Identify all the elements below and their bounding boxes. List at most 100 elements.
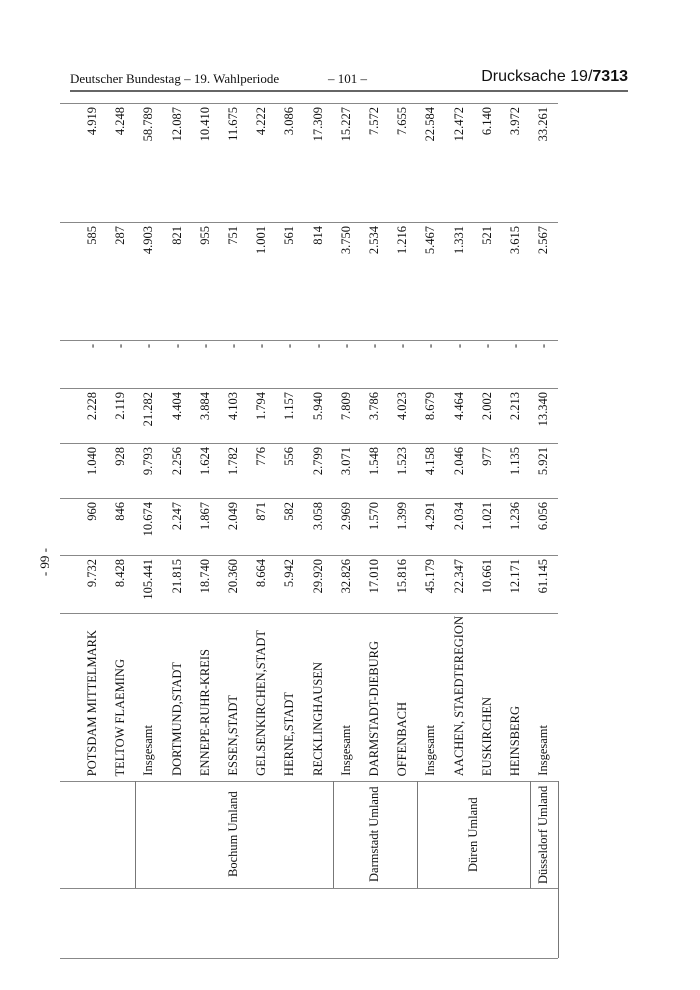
table-cell: 6.140 (479, 107, 494, 136)
table-rule (60, 958, 558, 959)
region-label: Darmstadt Umland (367, 786, 381, 883)
table-cell: 1.523 (395, 447, 410, 476)
table-cell: 1.040 (85, 447, 99, 476)
row-label: AACHEN, STAEDTEREGION (451, 615, 466, 776)
table-rule (60, 443, 558, 444)
table-cell: 2.228 (85, 392, 99, 421)
table-cell: 1.216 (395, 226, 410, 255)
table-cell: 3.058 (310, 502, 325, 531)
table-cell: 29.920 (310, 559, 325, 594)
region-label: Düsseldorf Umland (536, 785, 551, 884)
table-cell: 13.340 (536, 392, 551, 427)
table-cell: 4.103 (226, 392, 240, 421)
row-label: ENNEPE-RUHR-KREIS (197, 648, 212, 776)
drucksache-number: 7313 (592, 68, 628, 85)
table-rule (60, 888, 558, 889)
row-label: HEINSBERG (508, 705, 522, 776)
row-label: EUSKIRCHEN (479, 696, 494, 776)
row-label: OFFENBACH (395, 701, 410, 776)
table-rule (60, 613, 558, 614)
row-label: POTSDAM MITTELMARK (85, 629, 99, 776)
table-cell: 1.782 (226, 447, 240, 476)
table-cell: 1.135 (508, 447, 522, 476)
table-cell: 2.213 (508, 392, 522, 421)
table-cell: 4.404 (169, 392, 184, 421)
table-cell: 8.679 (423, 392, 438, 421)
table-cell: 556 (282, 447, 297, 466)
region-separator (530, 781, 531, 888)
table-cell: - (85, 344, 99, 349)
table-cell: 582 (282, 502, 297, 521)
table-cell: 12.171 (508, 559, 522, 594)
table-cell: - (423, 344, 438, 349)
table-cell: 9.732 (85, 559, 99, 588)
table-cell: 9.793 (141, 447, 156, 476)
table-cell: 2.969 (338, 502, 353, 531)
table-cell: 32.826 (338, 559, 353, 594)
table-cell: - (479, 344, 494, 349)
row-label: ESSEN,STADT (226, 695, 240, 776)
table-cell: 7.655 (395, 107, 410, 136)
header-page-number: – 101 – (328, 71, 367, 86)
table-cell: 4.291 (423, 502, 438, 531)
table-cell: 955 (197, 226, 212, 245)
table-cell: 814 (310, 226, 325, 245)
row-label: TELTOW FLAEMING (113, 658, 128, 776)
table-cell: 960 (85, 502, 99, 521)
table-cell: 6.056 (536, 502, 551, 531)
table-cell: 10.661 (479, 559, 494, 594)
table-cell: 1.001 (254, 226, 269, 255)
region-separator (135, 781, 136, 888)
table-cell: - (282, 344, 297, 349)
table-cell: 1.331 (451, 226, 466, 255)
table-cell: 2.034 (451, 502, 466, 531)
table-cell: 2.049 (226, 502, 240, 531)
table-cell: 871 (254, 502, 269, 521)
region-separator (333, 781, 334, 888)
table-cell: - (508, 344, 522, 349)
table-cell: 20.360 (226, 559, 240, 594)
table-cell: 2.046 (451, 447, 466, 476)
table-cell: - (395, 344, 410, 349)
table-cell: 776 (254, 447, 269, 466)
table-cell: 4.222 (254, 107, 269, 136)
table-cell: 5.467 (423, 226, 438, 255)
table-cell: 12.472 (451, 107, 466, 142)
table-cell: 8.664 (254, 559, 269, 588)
table-cell: 3.972 (508, 107, 522, 136)
table-cell: 751 (226, 226, 240, 245)
table-cell: 977 (479, 447, 494, 466)
table-cell: 2.119 (113, 392, 128, 420)
table-cell: 928 (113, 447, 128, 466)
table-cell: 585 (85, 226, 99, 245)
region-label: Bochum Umland (226, 791, 240, 878)
table-cell: 105.441 (141, 559, 156, 600)
table-cell: 2.567 (536, 226, 551, 255)
row-label: RECKLINGHAUSEN (310, 662, 325, 776)
table-cell: 12.087 (169, 107, 184, 142)
table-cell: 5.942 (282, 559, 297, 588)
header-drucksache: Drucksache 19/7313 (481, 68, 628, 86)
table-cell: 2.799 (310, 447, 325, 476)
table-cell: 1.157 (282, 392, 297, 421)
table-cell: 1.867 (197, 502, 212, 531)
table-cell: 22.584 (423, 107, 438, 142)
table-cell: - (197, 344, 212, 349)
table-cell: 17.309 (310, 107, 325, 142)
table-cell: 15.816 (395, 559, 410, 594)
row-label: DORTMUND,STADT (169, 662, 184, 776)
region-separator (417, 781, 418, 888)
table-cell: 7.572 (367, 107, 381, 136)
table-cell: 17.010 (367, 559, 381, 594)
table-cell: - (451, 344, 466, 349)
table-cell: 2.002 (479, 392, 494, 421)
table-cell: 61.145 (536, 559, 551, 594)
table-cell: 21.282 (141, 392, 156, 427)
table-cell: - (141, 344, 156, 349)
table-cell: 287 (113, 226, 128, 245)
table-cell: - (367, 344, 381, 349)
table-cell: 10.410 (197, 107, 212, 142)
table-rule (60, 555, 558, 556)
table-cell: - (169, 344, 184, 349)
